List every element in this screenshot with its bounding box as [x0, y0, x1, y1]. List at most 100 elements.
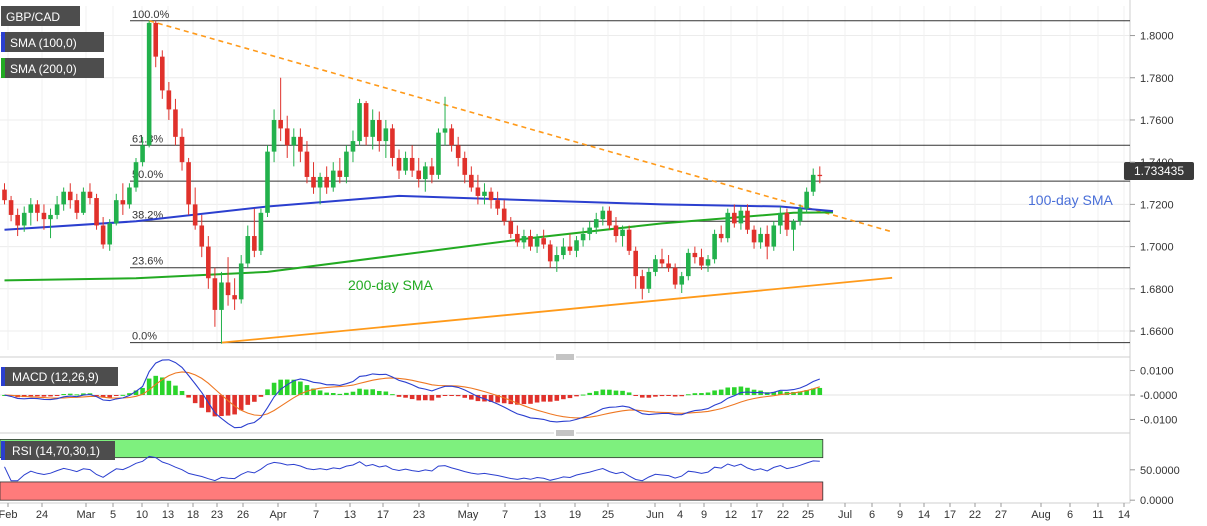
macd-histogram-bar [416, 395, 422, 401]
candle-body [659, 259, 665, 264]
candle-body [541, 238, 546, 245]
time-axis-label: 13 [162, 509, 174, 521]
candle-body [206, 246, 211, 279]
current-price-badge: 1.733435 [1124, 162, 1194, 180]
macd-histogram-bar [620, 390, 625, 395]
macd-histogram-bar [206, 395, 211, 413]
macd-histogram-bar [653, 395, 658, 397]
time-axis-label: 22 [969, 509, 981, 521]
macd-histogram-bar [633, 395, 638, 396]
candle-body [265, 151, 270, 213]
macd-histogram-bar [258, 395, 264, 397]
macd-histogram-bar [41, 395, 47, 397]
candle-body [501, 208, 507, 222]
candle-body [613, 225, 619, 237]
time-axis-label: Aug [1031, 509, 1051, 521]
macd-histogram-bar [81, 393, 86, 395]
macd-resize-handle[interactable] [554, 353, 576, 361]
candle-body [330, 170, 336, 188]
candle-body [344, 151, 349, 177]
price-candles [2, 20, 823, 344]
candle-body [423, 166, 428, 180]
macd-histogram-bar [344, 392, 349, 395]
macd-histogram-bar [659, 395, 665, 397]
candle-body [324, 176, 329, 188]
time-axis-label: Apr [269, 509, 286, 521]
candle-body [449, 128, 454, 146]
macd-histogram-bar [363, 389, 369, 395]
macd-histogram-bar [127, 393, 132, 395]
price-axis-label: 1.7200 [1140, 199, 1174, 211]
legend-sma200-swatch [1, 58, 5, 78]
candle-body [74, 200, 80, 213]
candle-body [817, 174, 823, 177]
time-axis: Feb 24 Mar 5 10 13 18 23 26 Apr 7 13 17 23 May 7 13 19 25 J… [0, 503, 1130, 521]
candle-body [672, 267, 678, 285]
fib-level-label: 23.6% [132, 256, 163, 268]
time-axis-label: 6 [869, 509, 875, 521]
rsi-label: RSI (14,70,30,1) [1, 441, 115, 460]
candle-body [758, 233, 763, 243]
candle-body [416, 170, 422, 180]
candle-body [278, 119, 283, 129]
macd-histogram-bar [508, 395, 514, 405]
macd-histogram-bar [455, 395, 461, 397]
candle-body [495, 200, 500, 209]
candle-body [633, 250, 638, 277]
macd-histogram-bar [436, 395, 441, 398]
candle-body [436, 132, 441, 175]
macd-histogram-bar [423, 395, 428, 401]
candle-body [21, 212, 27, 226]
macd-histogram-bar [804, 390, 809, 395]
time-axis-label: Jul [838, 509, 852, 521]
candle-body [508, 221, 514, 234]
macd-signal-line [4, 371, 820, 419]
macd-histogram-bar [666, 395, 671, 396]
candle-body [238, 263, 244, 300]
moving-averages [4, 194, 834, 282]
macd-histogram-bar [778, 391, 783, 395]
candle-body [199, 225, 205, 247]
macd-histogram-bar [153, 375, 159, 395]
macd-histogram-bar [403, 395, 408, 398]
candle-body [225, 282, 231, 296]
price-axis-label: 1.7600 [1140, 115, 1174, 127]
candle-body [515, 233, 520, 243]
candle-body [186, 162, 191, 205]
macd-histogram-bar [67, 393, 73, 395]
candle-body [666, 263, 671, 268]
candle-body [403, 157, 408, 171]
time-axis-label: 19 [569, 509, 581, 521]
candle-body [81, 191, 86, 213]
candle-body [179, 136, 185, 163]
macd-histogram-bar [160, 377, 165, 395]
rsi-resize-handle[interactable] [554, 429, 576, 437]
candle-body [212, 278, 218, 310]
candle-body [298, 136, 303, 152]
candle-body [409, 157, 415, 171]
macd-histogram-bar [324, 392, 329, 395]
macd-histogram-bar [317, 390, 323, 395]
rsi-axis-label: 50.0000 [1140, 465, 1180, 477]
candle-body [140, 145, 145, 163]
time-axis-label: 7 [313, 509, 319, 521]
candle-body [166, 90, 172, 110]
macd-histogram-bar [534, 395, 540, 403]
candle-body [567, 246, 573, 251]
sma100-annotation: 100-day SMA [1028, 192, 1113, 208]
time-axis-label: 10 [136, 509, 148, 521]
macd-histogram-bar [791, 392, 796, 395]
time-axis-label: 22 [777, 509, 789, 521]
macd-histogram-bar [350, 391, 356, 395]
macd-histogram-bar [146, 378, 152, 395]
candle-body [784, 212, 790, 230]
macd-histogram-bar [35, 395, 40, 397]
macd-histogram-bar [686, 394, 691, 396]
candle-body [705, 259, 711, 266]
macd-histogram-bar [48, 395, 53, 397]
candle-body [94, 198, 99, 226]
macd-histogram-bar [219, 395, 224, 417]
macd-histogram-bar [330, 393, 336, 395]
macd-histogram-bar [810, 388, 816, 395]
macd-histogram-bar [140, 387, 145, 395]
